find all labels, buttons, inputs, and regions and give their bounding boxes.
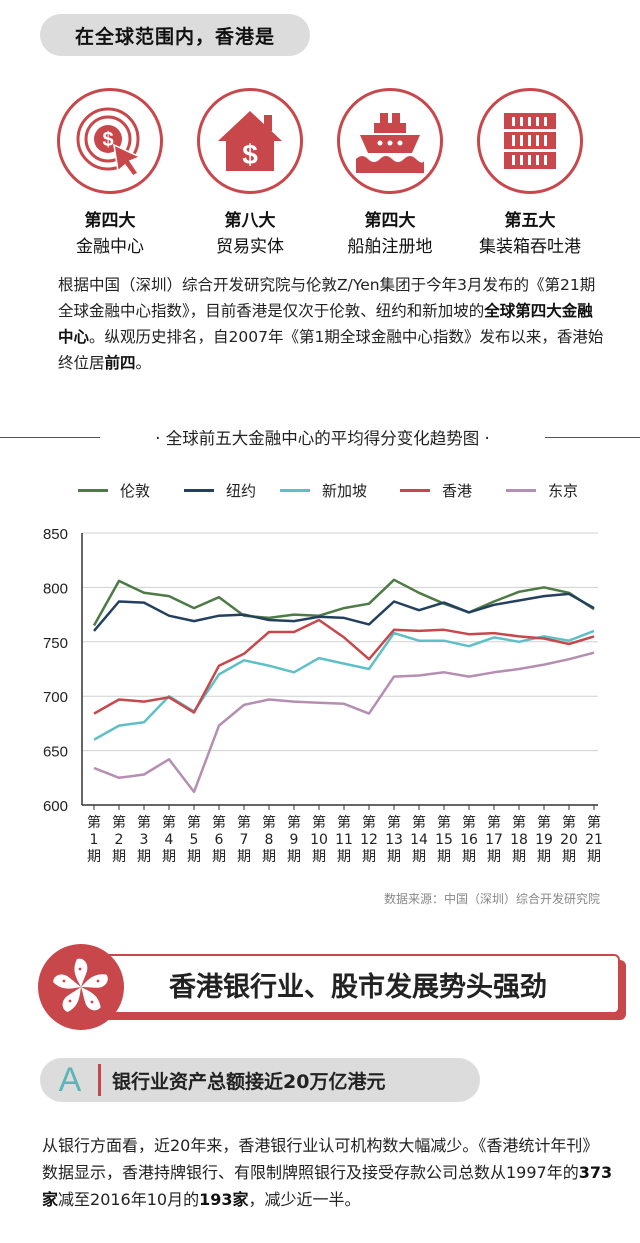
rank-card-trade: $ 第八大 贸易实体 [185,88,315,257]
chart-legend: 伦敦 纽约 新加坡 香港 东京 [0,480,640,502]
x-tick-label: 第 11 期 [335,814,353,865]
chart-title-row: · 全球前五大金融中心的平均得分变化趋势图 · [0,425,640,451]
x-tick-label: 第 17 期 [485,814,503,865]
rank-card-shipping: 第四大 船舶注册地 [325,88,455,257]
legend-item-singapore: 新加坡 [280,480,367,501]
dollar-target-icon: $ [57,88,163,194]
svg-text:$: $ [242,139,258,170]
subsection-banner: A 银行业资产总额接近20万亿港元 [40,1054,480,1106]
y-tick-label: 850 [43,526,68,543]
rank-num: 第五大 [504,211,556,231]
y-tick-label: 750 [43,635,68,652]
x-tick-label: 第 20 期 [560,814,578,865]
rank-num: 第四大 [84,211,136,231]
y-tick-label: 800 [43,580,68,597]
house-dollar-icon: $ [197,88,303,194]
rank-label: 贸易实体 [216,237,284,257]
rank-label: 船舶注册地 [347,237,433,257]
x-tick-label: 第 13 期 [385,814,403,865]
x-tick-label: 第 12 期 [360,814,378,865]
intro-paragraph: 根据中国（深圳）综合开发研究院与伦敦Z/Yen集团于今年3月发布的《第21期全球… [58,276,604,372]
rank-row: $ 第四大 金融中心 $ 第八大 贸易实体 [0,88,640,268]
legend-item-tokyo: 东京 [506,480,578,501]
rank-num: 第四大 [364,211,416,231]
x-tick-label: 第 10 期 [310,814,328,865]
svg-text:$: $ [102,129,113,151]
x-tick-label: 第 18 期 [510,814,528,865]
rank-card-container: 第五大 集装箱吞吐港 [465,88,595,257]
y-tick-label: 700 [43,689,68,706]
x-tick-label: 第 14 期 [410,814,428,865]
container-icon [477,88,583,194]
legend-item-hongkong: 香港 [400,480,472,501]
rank-label: 集装箱吞吐港 [479,237,581,257]
section-banner: 香港银行业、股市发展势头强劲 [38,944,628,1032]
header-title: 在全球范围内，香港是 [40,14,310,56]
y-tick-label: 600 [43,798,68,815]
series-line-singapore [93,629,595,741]
y-tick-label: 650 [43,744,68,761]
subsection-letter: A [58,1060,82,1099]
x-tick-label: 第 21 期 [585,814,603,865]
chart-title: · 全球前五大金融中心的平均得分变化趋势图 · [155,429,490,448]
ship-icon [337,88,443,194]
rank-card-finance: $ 第四大 金融中心 [45,88,175,257]
rank-label: 金融中心 [76,237,144,257]
series-line-newyork [93,592,595,632]
section-title: 香港银行业、股市发展势头强劲 [169,971,547,1003]
series-line-tokyo [93,651,595,794]
subsection-title: 银行业资产总额接近20万亿港元 [112,1070,386,1093]
bauhinia-emblem-icon [38,944,124,1030]
series-line-hongkong [93,618,595,715]
source-note: 数据来源：中国（深圳）综合开发研究院 [383,892,600,906]
legend-item-newyork: 纽约 [184,480,256,501]
legend-item-london: 伦敦 [78,480,150,501]
series-line-london [92,578,595,627]
rank-num: 第八大 [224,211,276,231]
x-tick-label: 第 19 期 [535,814,553,865]
x-tick-label: 第 15 期 [435,814,453,865]
x-tick-label: 第 16 期 [460,814,478,865]
banking-paragraph: 从银行方面看，近20年来，香港银行业认可机构数大幅减少。《香港统计年刊》数据显示… [42,1136,613,1209]
